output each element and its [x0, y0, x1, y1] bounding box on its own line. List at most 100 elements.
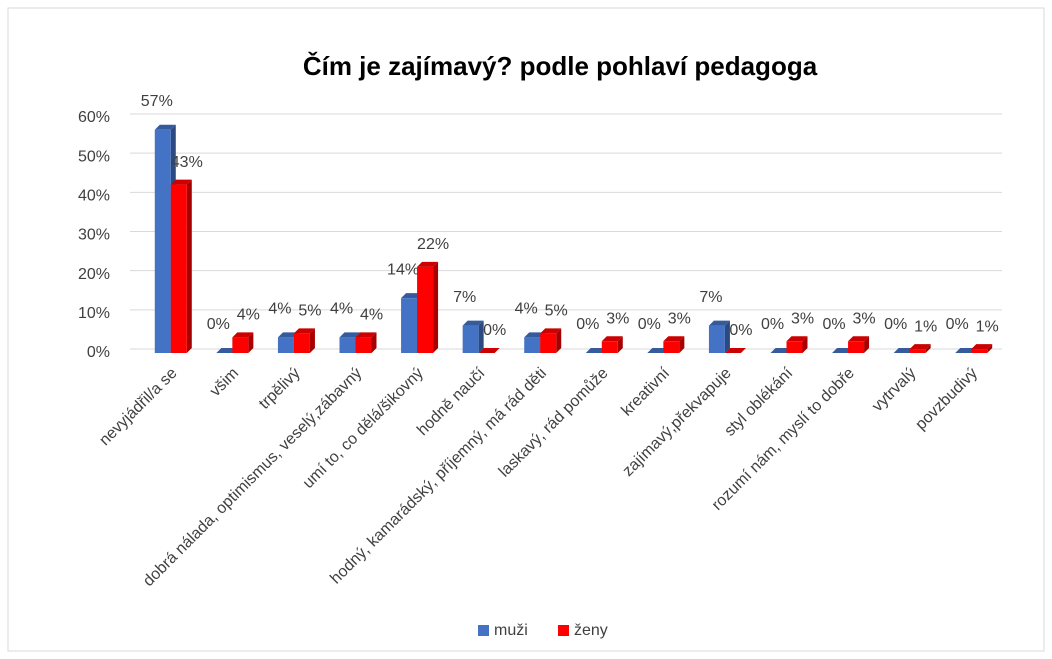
bar-side [478, 320, 484, 353]
bar [663, 341, 680, 353]
data-label: 0% [207, 316, 230, 333]
bar-side [864, 336, 870, 353]
bar [293, 333, 310, 353]
bar [277, 337, 294, 353]
bar [417, 266, 434, 353]
data-label: 3% [791, 310, 814, 327]
bar-top [216, 348, 238, 353]
bar [154, 129, 171, 353]
bar-top [848, 336, 870, 342]
bar-top [154, 124, 176, 130]
data-label: 22% [417, 236, 449, 253]
bar-side [371, 332, 377, 353]
bar-top [770, 348, 792, 353]
bar-side [309, 328, 315, 353]
bar [462, 325, 479, 353]
data-label: 0% [884, 316, 907, 333]
bar-side [802, 336, 808, 353]
data-label: 3% [668, 310, 691, 327]
data-label: 4% [330, 301, 353, 318]
bar [540, 333, 557, 353]
data-label: 0% [761, 316, 784, 333]
bar [786, 341, 803, 353]
data-label: 0% [946, 316, 969, 333]
data-label: 5% [298, 303, 321, 320]
bar-side [433, 261, 439, 353]
data-label: 7% [699, 289, 722, 306]
bar [971, 349, 988, 353]
bar-top [909, 344, 931, 350]
y-tick-label: 40% [78, 188, 110, 205]
y-tick-label: 30% [78, 227, 110, 244]
y-tick-label: 0% [87, 344, 110, 361]
bar [232, 337, 249, 353]
bar-top [417, 261, 439, 267]
data-label: 1% [976, 318, 999, 335]
bar [848, 341, 865, 353]
bar [401, 298, 418, 353]
y-tick-label: 20% [78, 266, 110, 283]
bar-top [832, 348, 854, 353]
bar-side [987, 344, 993, 353]
bar-top [401, 293, 423, 299]
bar-top [893, 348, 915, 353]
data-label: 0% [823, 316, 846, 333]
bar-top [663, 336, 685, 342]
data-label: 4% [515, 301, 538, 318]
bar [355, 337, 372, 353]
bar-top [647, 348, 669, 353]
bar-side [556, 328, 562, 353]
bar-top [601, 336, 623, 342]
y-tick-label: 10% [78, 305, 110, 322]
data-label: 0% [729, 322, 752, 339]
bar [170, 184, 187, 353]
data-label: 14% [387, 261, 419, 278]
bar-top [524, 332, 546, 338]
legend-swatch [478, 625, 489, 636]
bar [708, 325, 725, 353]
bar [339, 337, 356, 353]
bar-top [277, 332, 299, 338]
data-label: 4% [268, 301, 291, 318]
bar-top [955, 348, 977, 353]
data-label: 0% [576, 316, 599, 333]
data-label: 57% [141, 93, 173, 110]
bar-side [724, 320, 730, 353]
data-label: 43% [171, 154, 203, 171]
legend-label: muži [494, 622, 528, 639]
data-label: 1% [914, 318, 937, 335]
data-label: 5% [545, 303, 568, 320]
data-label: 0% [483, 322, 506, 339]
bar-top [293, 328, 315, 334]
bar-top [585, 348, 607, 353]
data-label: 7% [453, 289, 476, 306]
bar-top [232, 332, 254, 338]
bar [601, 341, 618, 353]
chart-title: Čím je zajímavý? podle pohlaví pedagoga [303, 51, 818, 81]
bar-top [170, 179, 192, 185]
data-label: 3% [606, 310, 629, 327]
bar-top [724, 348, 746, 353]
data-label: 4% [237, 307, 260, 324]
data-label: 4% [360, 307, 383, 324]
bar-side [679, 336, 685, 353]
bar-top [355, 332, 377, 338]
bar-top [540, 328, 562, 334]
bar-side [617, 336, 623, 353]
y-tick-label: 60% [78, 109, 110, 126]
bar-top [971, 344, 993, 350]
data-label: 3% [853, 310, 876, 327]
bar [524, 337, 541, 353]
bar-top [708, 320, 730, 326]
bar-top [462, 320, 484, 326]
bar-top [478, 348, 500, 353]
y-tick-label: 50% [78, 148, 110, 165]
bar [909, 349, 926, 353]
bar-top [786, 336, 808, 342]
bar-side [248, 332, 254, 353]
bar-side [186, 179, 192, 353]
legend-swatch [558, 625, 569, 636]
legend-label: ženy [574, 622, 608, 639]
bar-top [339, 332, 361, 338]
